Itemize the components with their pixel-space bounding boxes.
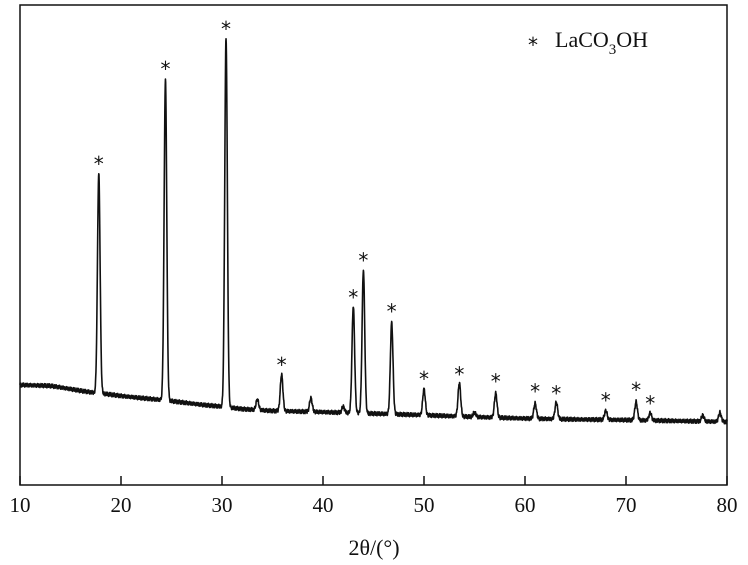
peak-marker: *: [454, 362, 464, 386]
x-tick-label: 20: [111, 493, 132, 517]
x-tick-label: 40: [313, 493, 334, 517]
legend-label-tail: OH: [616, 27, 648, 52]
diffraction-trace: [19, 38, 728, 425]
peak-marker: *: [491, 369, 501, 393]
x-tick-label: 30: [212, 493, 233, 517]
peak-marker: *: [551, 381, 561, 405]
x-axis-ticks: [19, 476, 728, 485]
x-axis-label: 2θ/(°): [348, 535, 399, 560]
plot-frame: [19, 4, 728, 486]
peak-marker: *: [601, 388, 611, 412]
legend-label-main: LaCO: [555, 27, 609, 52]
peak-marker: *: [530, 379, 540, 403]
peak-marker: *: [348, 285, 358, 309]
x-tick-label: 60: [515, 493, 536, 517]
peak-marker: *: [277, 353, 287, 377]
x-tick-label: 80: [717, 493, 738, 517]
x-tick-label: 70: [616, 493, 637, 517]
peak-marker: *: [631, 378, 641, 402]
x-axis-tick-labels: 10 20 30 40 50 60 70 80: [10, 493, 738, 517]
legend: * LaCO3OH: [528, 27, 648, 58]
peak-marker: *: [221, 17, 231, 41]
peak-marker: *: [387, 299, 397, 323]
peak-marker: *: [419, 367, 429, 391]
x-tick-label: 10: [10, 493, 31, 517]
legend-marker: *: [528, 33, 538, 57]
peak-marker: *: [94, 152, 104, 176]
peak-marker: *: [160, 57, 170, 81]
peak-marker: *: [645, 392, 655, 416]
x-tick-label: 50: [414, 493, 435, 517]
peak-markers: ******** * * * * * **: [94, 17, 655, 416]
peak-marker: *: [358, 248, 368, 272]
legend-label-sub: 3: [609, 42, 617, 58]
svg-text:LaCO3OH: LaCO3OH: [555, 27, 648, 58]
